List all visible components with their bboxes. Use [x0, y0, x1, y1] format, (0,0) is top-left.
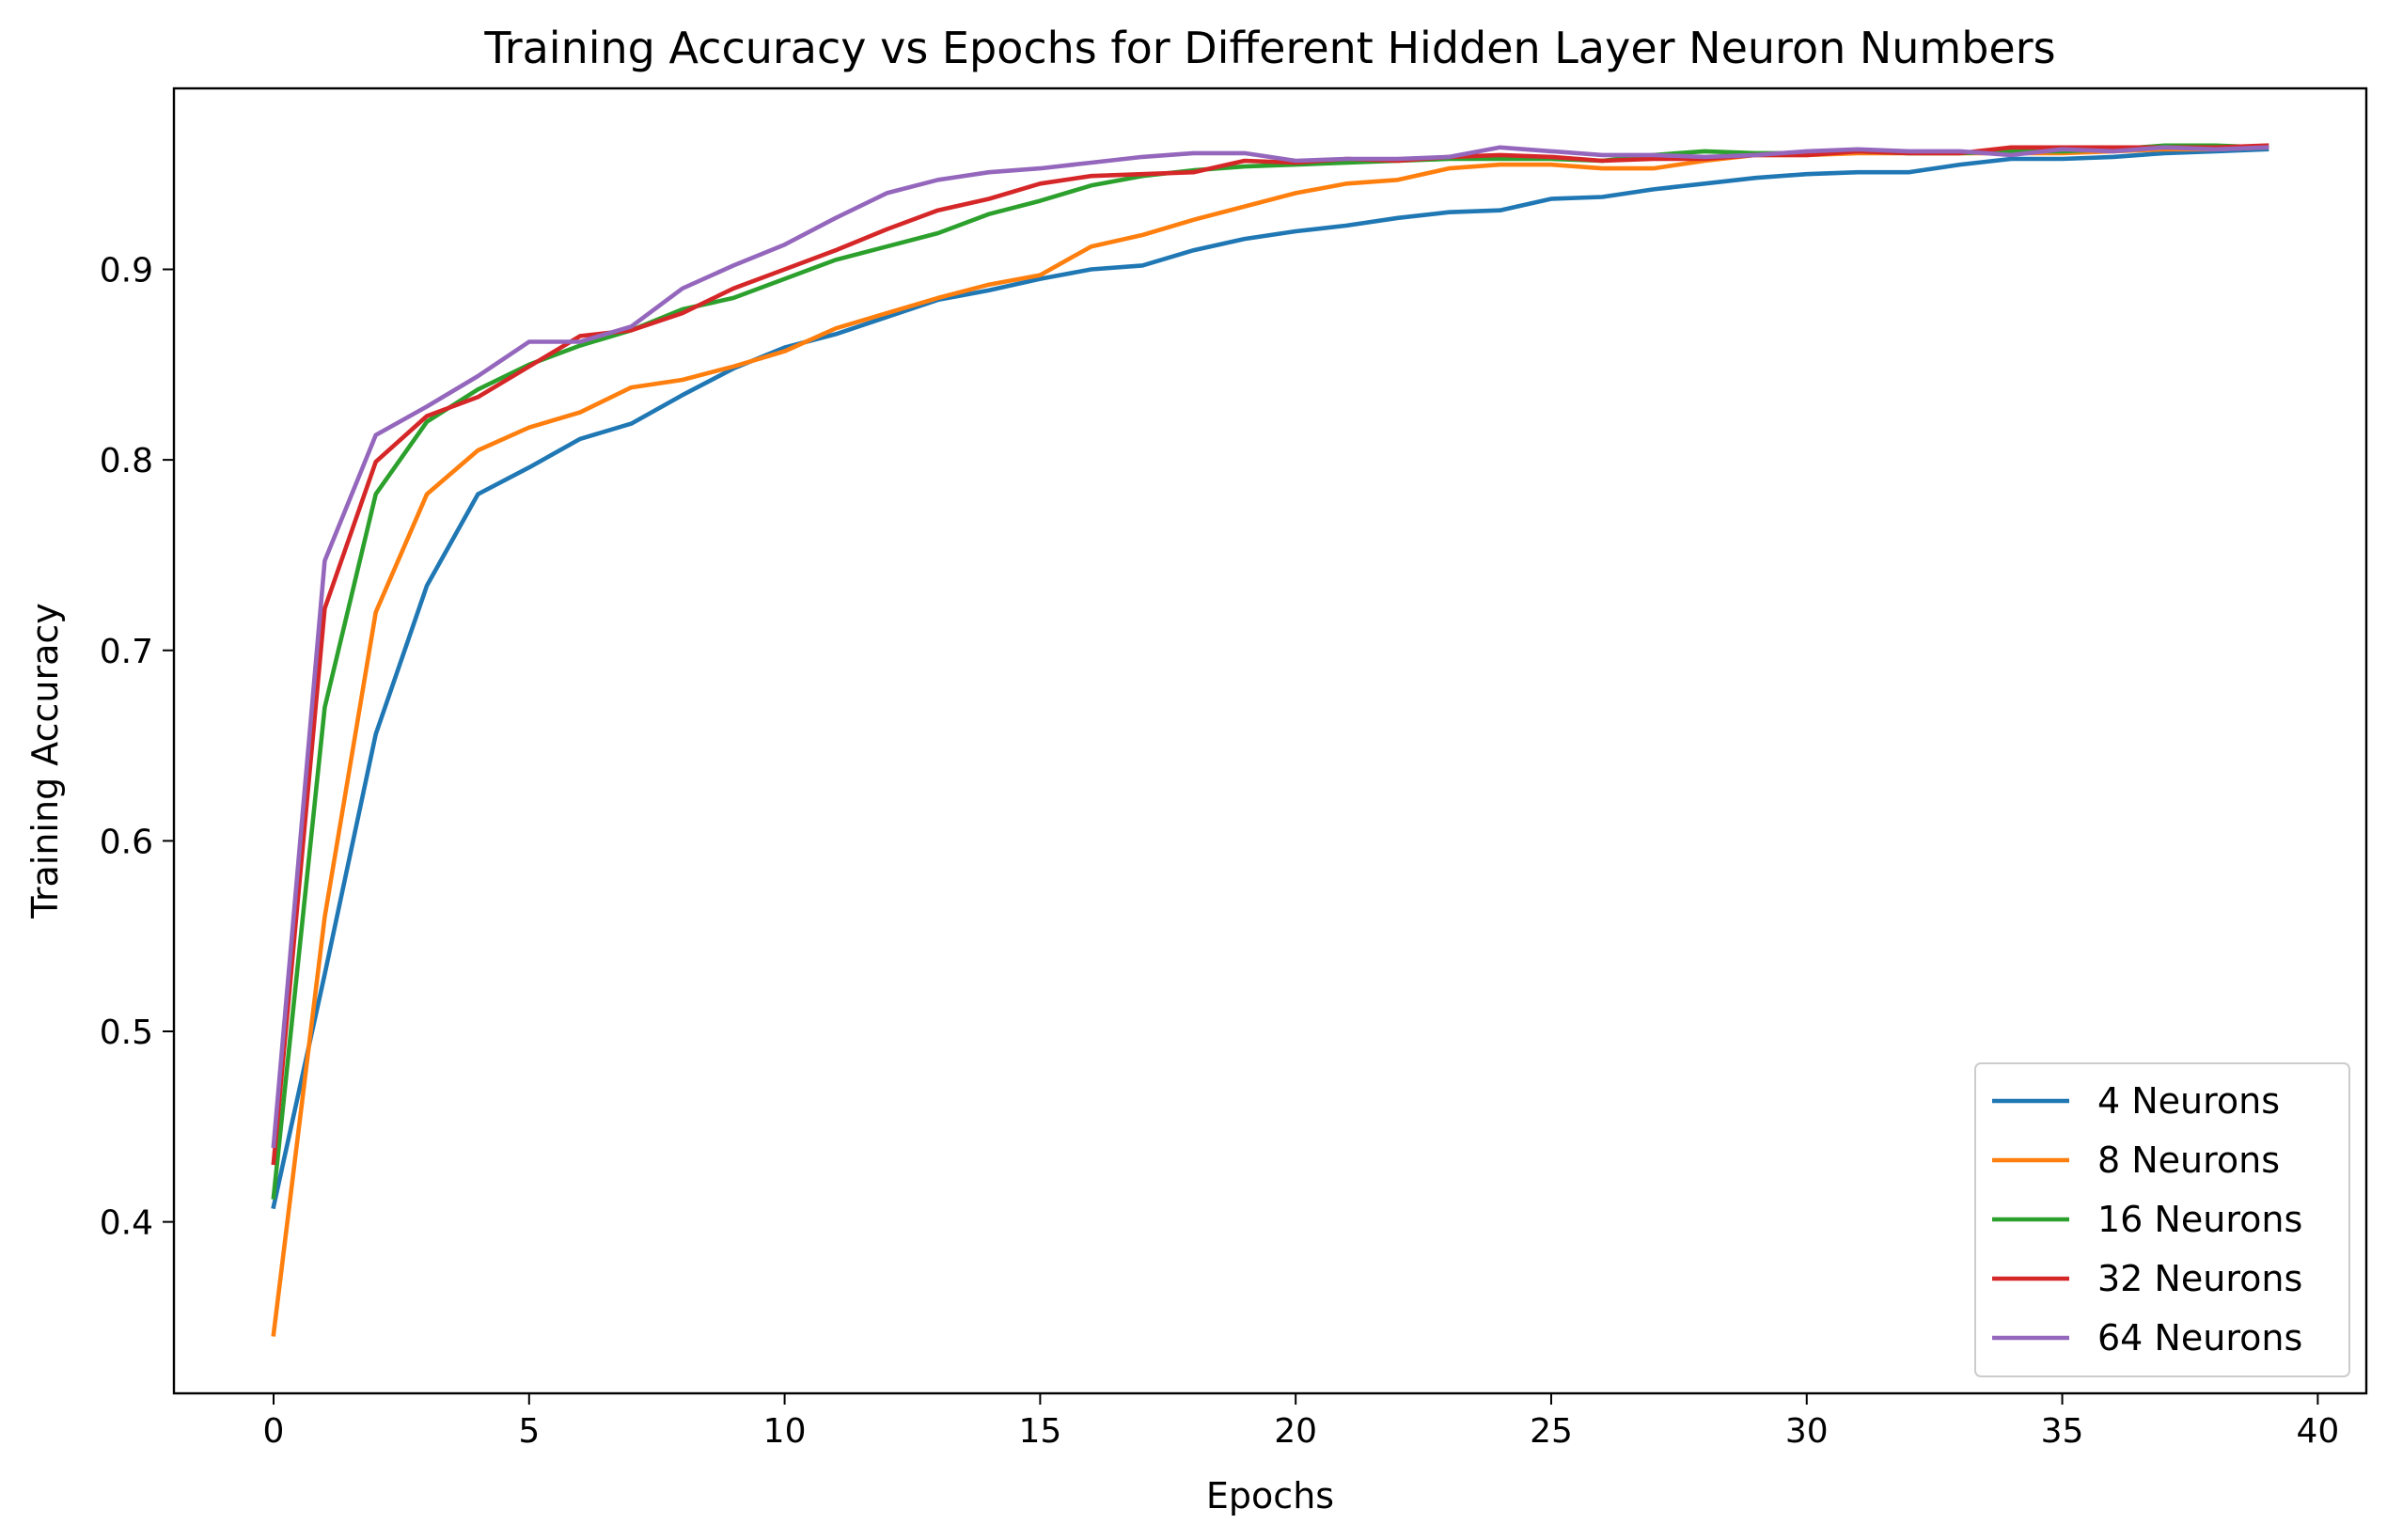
chart-title: Training Accuracy vs Epochs for Differen…: [483, 23, 2055, 73]
x-tick-label: 20: [1274, 1412, 1317, 1451]
legend-label: 16 Neurons: [2097, 1199, 2302, 1240]
legend-label: 4 Neurons: [2097, 1080, 2280, 1122]
x-tick-label: 15: [1018, 1412, 1061, 1451]
legend: 4 Neurons 8 Neurons 16 Neurons 32 Neurons 64…: [1974, 1062, 2350, 1377]
x-tick-label: 5: [518, 1412, 540, 1451]
x-tick-label: 35: [2041, 1412, 2084, 1451]
x-axis: 0 5 10 15 20 25 30 35 40: [263, 1393, 2339, 1451]
y-tick-label: 0.5: [100, 1014, 153, 1052]
legend-box: [1974, 1062, 2350, 1377]
x-tick-label: 40: [2296, 1412, 2339, 1451]
legend-label: 64 Neurons: [2097, 1317, 2302, 1359]
y-tick-label: 0.6: [100, 823, 153, 861]
legend-label: 32 Neurons: [2097, 1258, 2302, 1299]
x-tick-label: 25: [1530, 1412, 1573, 1451]
y-tick-label: 0.8: [100, 442, 153, 480]
x-axis-title: Epochs: [1206, 1475, 1334, 1516]
y-axis-title: Training Accuracy: [24, 603, 66, 919]
series-line-1: [271, 147, 2269, 1210]
y-tick-label: 0.4: [100, 1204, 153, 1243]
x-tick-label: 30: [1785, 1412, 1829, 1451]
series-layer: [271, 143, 2269, 1337]
y-tick-label: 0.9: [100, 251, 153, 290]
plot-frame: [172, 86, 2368, 1395]
legend-label: 8 Neurons: [2097, 1139, 2280, 1181]
x-tick-label: 0: [263, 1412, 285, 1451]
series-line-5: [271, 145, 2269, 1149]
y-tick-label: 0.7: [100, 633, 153, 671]
x-tick-label: 10: [763, 1412, 807, 1451]
y-axis: 0.4 0.5 0.6 0.7 0.8 0.9: [100, 251, 174, 1243]
